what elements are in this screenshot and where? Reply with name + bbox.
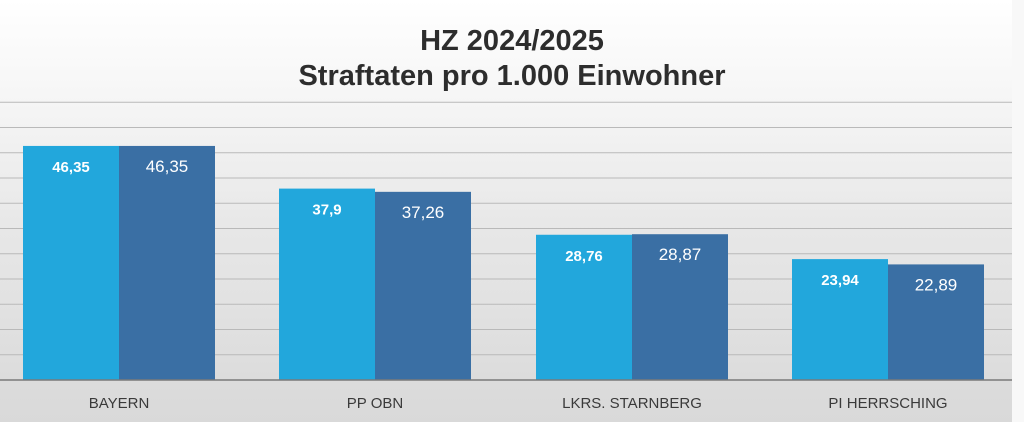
data-label: 23,94 bbox=[821, 272, 859, 289]
bar-series-1-lkrs-starnberg bbox=[536, 234, 632, 380]
right-edge-panel bbox=[1012, 0, 1024, 422]
bar-series-1-pp-obn bbox=[279, 188, 375, 380]
bar-series-2-pi-herrsching bbox=[888, 264, 984, 380]
bar-series-1-bayern bbox=[23, 145, 119, 380]
bar-series-2-bayern bbox=[119, 145, 215, 380]
x-tick-label: PP OBN bbox=[347, 395, 403, 412]
data-label: 46,35 bbox=[52, 159, 90, 176]
data-label: 28,76 bbox=[565, 248, 603, 265]
data-label: 22,89 bbox=[915, 275, 958, 294]
chart-title: HZ 2024/2025 bbox=[420, 25, 604, 57]
bar-series-1-pi-herrsching bbox=[792, 259, 888, 380]
x-tick-label: PI HERRSCHING bbox=[828, 395, 947, 412]
data-label: 37,26 bbox=[402, 203, 445, 222]
data-label: 37,9 bbox=[312, 202, 341, 219]
chart-subtitle: Straftaten pro 1.000 Einwohner bbox=[298, 60, 726, 92]
x-tick-label: BAYERN bbox=[89, 395, 150, 412]
data-label: 46,35 bbox=[146, 157, 189, 176]
bar-series-2-pp-obn bbox=[375, 191, 471, 380]
bar-series-2-lkrs-starnberg bbox=[632, 234, 728, 380]
data-label: 28,87 bbox=[659, 245, 702, 264]
x-tick-label: LKRS. STARNBERG bbox=[562, 395, 702, 412]
